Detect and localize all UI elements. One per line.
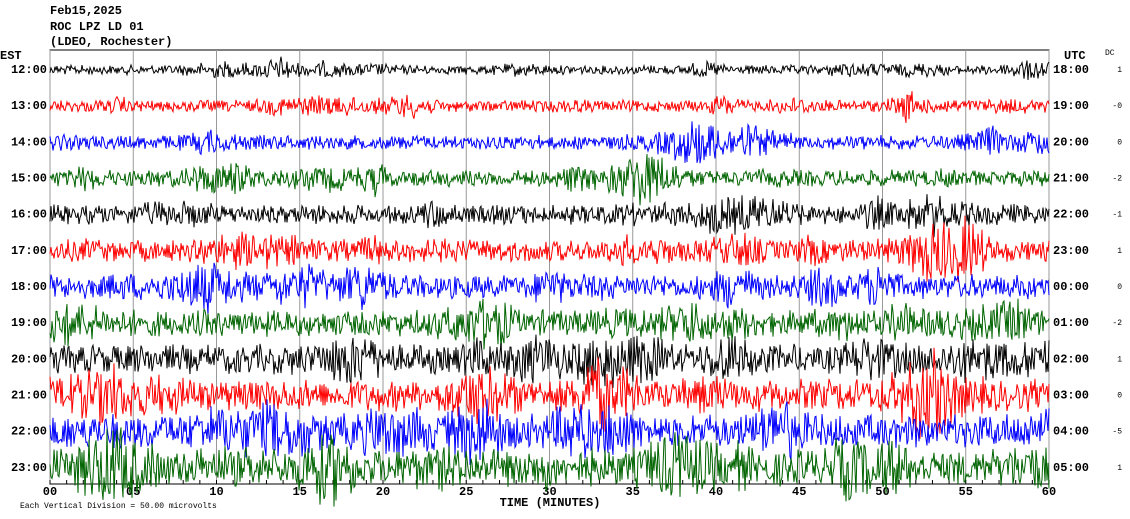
est-label: 23:00 (11, 461, 47, 475)
est-label: 21:00 (11, 389, 47, 403)
dc-value: 1 (1117, 355, 1122, 364)
utc-label: 22:00 (1053, 208, 1089, 222)
est-label: 16:00 (11, 208, 47, 222)
x-tick-label: 35 (626, 485, 640, 499)
x-tick-label: 60 (1042, 485, 1056, 499)
title-line: ROC LPZ LD 01 (50, 20, 144, 34)
footnote: Each Vertical Division = 50.00 microvolt… (20, 502, 217, 511)
dc-value: 1 (1117, 247, 1122, 256)
est-label: 13:00 (11, 99, 47, 113)
utc-label: 02:00 (1053, 352, 1089, 366)
dc-value: -2 (1112, 319, 1122, 328)
dc-value: 0 (1117, 138, 1122, 147)
est-label: 15:00 (11, 172, 47, 186)
x-tick-label: 15 (293, 485, 307, 499)
est-label: 19:00 (11, 316, 47, 330)
waveform-trace (49, 298, 1050, 351)
waveform-trace (49, 334, 1050, 388)
utc-label: 19:00 (1053, 99, 1089, 113)
dc-value: -0 (1112, 102, 1122, 111)
x-tick-label: 05 (126, 485, 140, 499)
dc-value: 0 (1117, 392, 1122, 401)
est-label: 18:00 (11, 280, 47, 294)
waveform-trace (49, 121, 1050, 164)
waveform-trace (49, 347, 1050, 439)
utc-label: 21:00 (1053, 172, 1089, 186)
utc-label: 20:00 (1053, 135, 1089, 149)
left-axis-label: EST (0, 49, 22, 63)
x-tick-label: 20 (376, 485, 390, 499)
dc-value: -2 (1112, 175, 1122, 184)
dc-label: DC (1105, 49, 1115, 58)
waveform-trace (49, 262, 1050, 315)
utc-label: 03:00 (1053, 389, 1089, 403)
est-label: 12:00 (11, 63, 47, 77)
utc-label: 00:00 (1053, 280, 1089, 294)
x-tick-label: 10 (209, 485, 223, 499)
x-tick-label: 55 (959, 485, 973, 499)
utc-label: 18:00 (1053, 63, 1089, 77)
dc-value: -1 (1112, 211, 1122, 220)
waveform-trace (49, 56, 1050, 81)
est-label: 22:00 (11, 425, 47, 439)
title-line: (LDEO, Rochester) (50, 35, 172, 49)
right-axis-label: UTC (1064, 49, 1086, 63)
x-tick-label: 25 (459, 485, 473, 499)
waveform-trace (49, 398, 1050, 465)
waveform-trace (49, 215, 1050, 283)
utc-label: 01:00 (1053, 316, 1089, 330)
title-line: Feb15,2025 (50, 4, 122, 18)
dc-value: 1 (1117, 464, 1122, 473)
utc-label: 04:00 (1053, 425, 1089, 439)
waveform-trace (49, 427, 1050, 507)
utc-label: 23:00 (1053, 244, 1089, 258)
est-label: 14:00 (11, 135, 47, 149)
x-axis-label: TIME (MINUTES) (500, 496, 601, 510)
x-tick-label: 30 (542, 485, 556, 499)
x-tick-label: 50 (875, 485, 889, 499)
utc-label: 05:00 (1053, 461, 1089, 475)
x-tick-label: 40 (709, 485, 723, 499)
x-tick-label: 00 (43, 485, 57, 499)
est-label: 20:00 (11, 352, 47, 366)
dc-value: 1 (1117, 66, 1122, 75)
dc-value: -5 (1112, 428, 1122, 437)
waveform-trace (49, 194, 1050, 238)
waveform-trace (49, 91, 1050, 123)
waveform-trace (49, 153, 1050, 206)
est-label: 17:00 (11, 244, 47, 258)
x-tick-label: 45 (792, 485, 806, 499)
dc-value: 0 (1117, 283, 1122, 292)
